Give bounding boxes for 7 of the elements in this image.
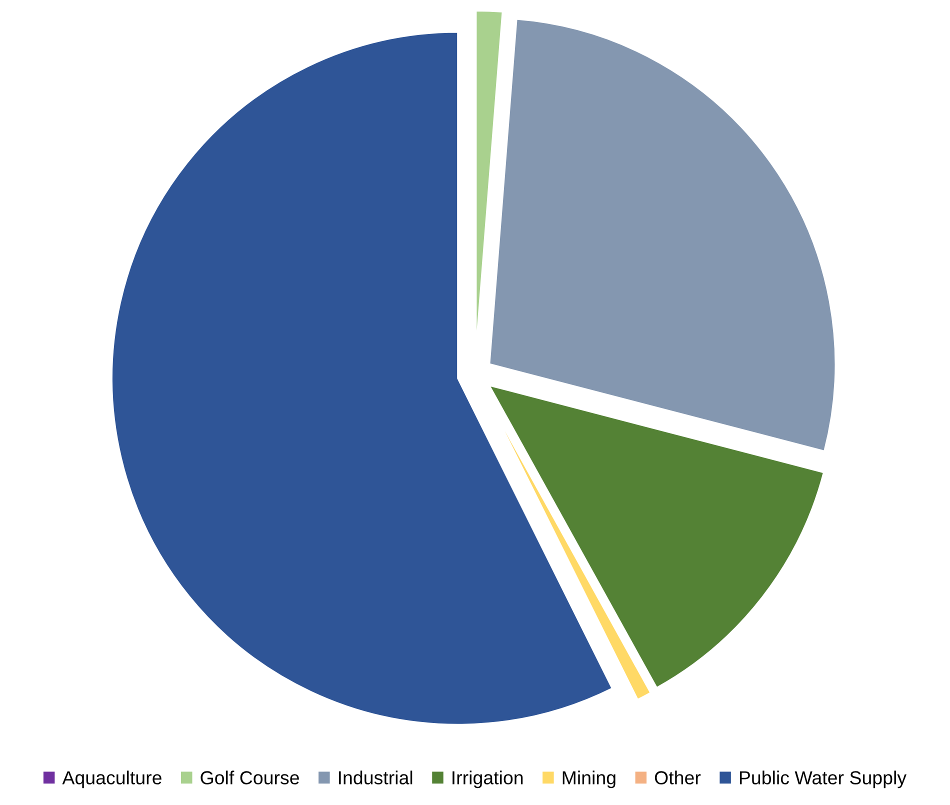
legend-label: Other (654, 770, 701, 784)
legend-label: Industrial (339, 770, 412, 784)
legend-label: Aquaculture (62, 770, 162, 788)
legend-label: Golf Course (200, 770, 299, 784)
legend-label: Public Water Supply (740, 770, 907, 788)
legend-label: Mining (562, 770, 616, 788)
legend-label: Irrigation (452, 770, 523, 788)
